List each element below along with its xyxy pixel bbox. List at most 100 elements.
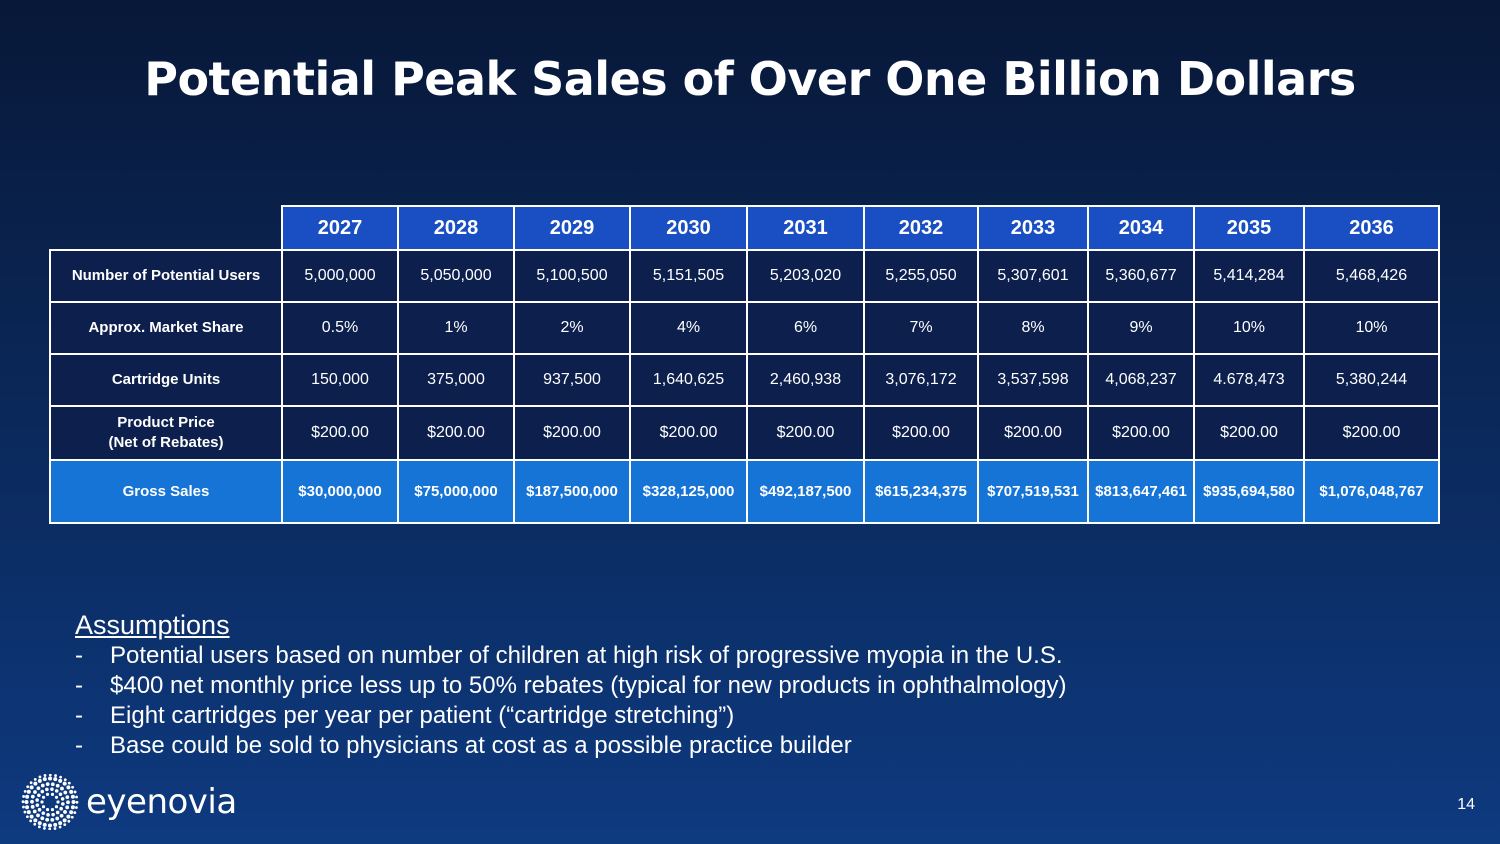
year-header: 2027	[281, 205, 399, 251]
logo-dot	[63, 778, 67, 782]
cartridge-units-row: Cartridge Units 150,000 375,000 937,500 …	[49, 353, 1440, 407]
logo-dot	[66, 800, 70, 805]
logo-dot	[54, 805, 59, 809]
assumptions-heading: Assumptions	[75, 610, 230, 640]
year-header: 2032	[863, 205, 979, 251]
year-header: 2030	[629, 205, 748, 251]
logo-dot	[35, 803, 40, 807]
logo-dot	[50, 787, 54, 791]
list-item: - Base could be sold to physicians at cos…	[75, 731, 1067, 761]
list-item-text: Eight cartridges per year per patient (“…	[110, 702, 735, 729]
logo-dot	[70, 805, 75, 810]
logo-dot	[71, 785, 75, 789]
logo-dot	[26, 785, 30, 789]
logo-dot	[33, 777, 37, 781]
logo-dot	[26, 810, 31, 815]
logo-dot	[50, 817, 55, 822]
table-cell: $200.00	[629, 405, 748, 461]
table-cell: 5,307,601	[977, 249, 1089, 303]
list-item: - $400 net monthly price less up to 50% r…	[75, 671, 1067, 701]
logo-dot	[48, 776, 53, 781]
list-item: - Potential users based on number of chil…	[75, 641, 1067, 671]
table-cell: 0.5%	[281, 301, 399, 355]
table-cell: 8%	[977, 301, 1089, 355]
logo-dot	[58, 792, 63, 797]
logo-dot	[32, 809, 37, 814]
logo-dot	[66, 785, 71, 790]
logo-dot	[61, 802, 65, 806]
table-cell: 4,068,237	[1087, 353, 1195, 407]
logo-dot	[58, 825, 62, 829]
logo-dot	[55, 810, 60, 815]
table-cell: 5,100,500	[513, 249, 631, 303]
potential-users-row: Number of Potential Users 5,000,000 5,05…	[49, 249, 1440, 303]
logo-dot	[50, 792, 55, 796]
logo-dot	[48, 827, 52, 830]
table-cell: 10%	[1303, 301, 1440, 355]
table-cell: 4%	[629, 301, 748, 355]
logo-dot	[56, 800, 60, 804]
logo-dot	[45, 782, 50, 787]
table-cell: $200.00	[397, 405, 515, 461]
logo-dot	[55, 816, 60, 821]
logo-dot	[24, 799, 29, 804]
bullet-dash: -	[75, 702, 83, 729]
logo-dot	[73, 811, 77, 815]
table-cell: 5,414,284	[1193, 249, 1305, 303]
logo-dot	[47, 823, 52, 828]
table-cell: 5,203,020	[746, 249, 865, 303]
logo-dot	[40, 800, 44, 804]
logo-dot	[30, 804, 35, 809]
logo-dot	[29, 781, 33, 785]
logo-dot	[38, 775, 42, 779]
logo-dot	[21, 800, 25, 804]
logo-dot	[69, 810, 74, 815]
bullet-dash: -	[75, 642, 83, 669]
logo-dot	[33, 822, 37, 826]
table-cell: $200.00	[746, 405, 865, 461]
table-cell: $75,000,000	[397, 459, 515, 524]
logo-dot	[54, 795, 59, 799]
bullet-dash: -	[75, 732, 83, 759]
logo-dot	[50, 782, 55, 787]
table-cell: 937,500	[513, 353, 631, 407]
logo-dot	[22, 805, 25, 809]
logo-dot	[29, 814, 34, 819]
table-cell: $200.00	[1303, 405, 1440, 461]
logo-dot	[45, 787, 49, 792]
logo-dot	[41, 795, 46, 799]
logo-dot	[70, 794, 75, 799]
table-cell: $707,519,531	[977, 459, 1089, 524]
market-share-row: Approx. Market Share 0.5% 1% 2% 4% 6% 7%…	[49, 301, 1440, 355]
logo-dot	[37, 807, 42, 812]
list-item-text: Potential users based on number of child…	[110, 642, 1063, 669]
logo-dot	[35, 798, 39, 802]
logo-dot	[67, 781, 71, 785]
logo-dot	[50, 808, 55, 812]
table-cell: 375,000	[397, 353, 515, 407]
logo-dot	[59, 775, 63, 779]
table-cell: 5,151,505	[629, 249, 748, 303]
year-header: 2029	[513, 205, 631, 251]
logo-dot	[65, 805, 70, 810]
logo-dot	[33, 790, 37, 794]
table-cell: 5,255,050	[863, 249, 979, 303]
bullet-dash: -	[75, 672, 83, 699]
logo-dot	[45, 792, 50, 796]
table-cell: 5,000,000	[281, 249, 399, 303]
logo-dot	[40, 783, 45, 788]
table-cell: 2,460,938	[746, 353, 865, 407]
list-item: - Eight cartridges per year per patient (…	[75, 701, 1067, 731]
logo-dot	[71, 800, 76, 805]
gross-sales-row: Gross Sales $30,000,000 $75,000,000 $187…	[49, 459, 1440, 524]
logo-dot	[37, 778, 42, 783]
logo-dot	[23, 810, 27, 814]
logo-dot	[43, 827, 46, 830]
logo-dot	[43, 774, 47, 777]
table-cell: 1%	[397, 301, 515, 355]
table-cell: 3,076,172	[863, 353, 979, 407]
year-header-row: 2027 2028 2029 2030 2031 2032 2033 2034 …	[50, 205, 1440, 251]
logo-dot	[63, 790, 68, 795]
logo-text: eyenovia	[86, 782, 237, 822]
logo-dot	[26, 789, 31, 794]
